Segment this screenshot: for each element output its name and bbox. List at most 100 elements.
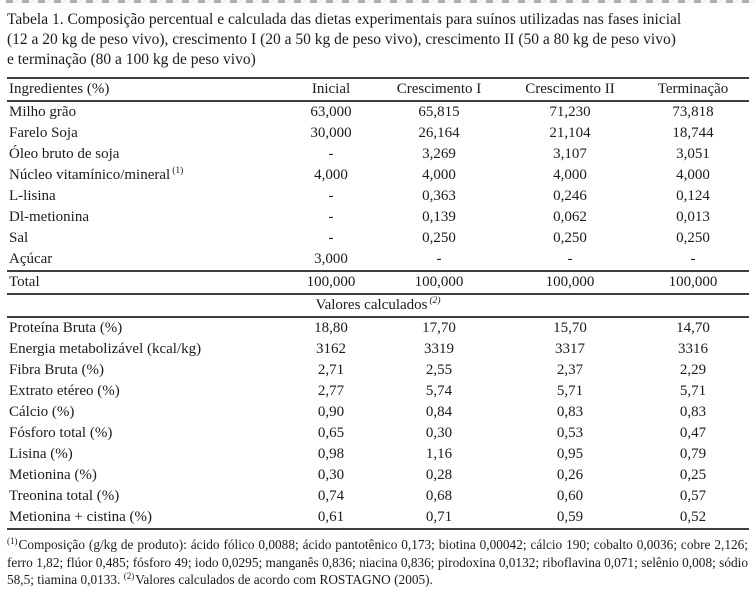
cell-value: 2,55 xyxy=(425,362,453,378)
cell-value: 65,815 xyxy=(375,101,503,123)
cell-value: 3162 xyxy=(316,341,346,357)
row-label: Proteína Bruta (%) xyxy=(9,320,123,336)
cell-value: 2,29 xyxy=(679,362,707,378)
diet-composition-table: Ingredientes (%) Inicial Crescimento I C… xyxy=(7,77,749,530)
cell-value: - xyxy=(690,251,696,267)
cell-value: 0,30 xyxy=(425,425,453,441)
cell-value: 63,000 xyxy=(287,101,375,123)
row-label: Milho grão xyxy=(9,104,77,120)
cell-value: 5,71 xyxy=(556,383,584,399)
column-header: Terminação xyxy=(637,78,749,101)
table-row: Núcleo vitamínico/mineral (1) 4,000 4,000… xyxy=(7,165,749,186)
cell-value: 0,363 xyxy=(422,188,456,204)
table-row: Extrato etéreo (%) 2,77 5,74 5,71 5,71 xyxy=(7,381,749,402)
table-row: Sal - 0,250 0,250 0,250 xyxy=(7,228,749,249)
footnote-marker: (1) xyxy=(7,535,18,546)
table-row: Metionina (%) 0,30 0,28 0,26 0,25 xyxy=(7,465,749,486)
footnote-marker: (2) xyxy=(123,570,135,581)
column-header: Crescimento II xyxy=(503,78,637,101)
cell-value: 0,26 xyxy=(556,467,584,483)
cell-value: 0,95 xyxy=(556,446,584,462)
footnote-text: Composição (g/kg de produto): ácido fóli… xyxy=(7,537,748,587)
cell-value: - xyxy=(328,146,334,162)
scan-edge-artifact xyxy=(6,0,754,3)
cell-value: 0,79 xyxy=(679,446,707,462)
cell-value: 1,16 xyxy=(425,446,453,462)
row-label: Fósforo total (%) xyxy=(9,425,113,441)
cell-value: 0,57 xyxy=(679,488,707,504)
cell-value: 0,53 xyxy=(556,425,584,441)
section-header: Valores calculados (2) xyxy=(315,296,441,313)
cell-value: - xyxy=(328,209,334,225)
row-label: Açúcar xyxy=(9,251,53,267)
caption-line: (12 a 20 kg de peso vivo), crescimento I… xyxy=(7,31,676,48)
cell-value: 21,104 xyxy=(549,125,591,141)
table-row: Treonina total (%) 0,74 0,68 0,60 0,57 xyxy=(7,486,749,507)
table-row: Milho grão 63,000 65,815 71,230 73,818 xyxy=(7,101,749,123)
cell-value: 0,25 xyxy=(679,467,707,483)
row-label: Óleo bruto de soja xyxy=(9,146,120,162)
cell-value: 0,47 xyxy=(679,425,707,441)
row-label: Sal xyxy=(9,230,29,246)
cell-value: 3317 xyxy=(555,341,585,357)
cell-value: 100,000 xyxy=(503,271,637,294)
cell-value: 3319 xyxy=(424,341,454,357)
section-header-row: Valores calculados (2) xyxy=(7,294,749,317)
cell-value: 3,000 xyxy=(314,251,348,267)
table-row: Açúcar 3,000 - - - xyxy=(7,249,749,271)
cell-value: 0,74 xyxy=(317,488,345,504)
cell-value: 0,98 xyxy=(317,446,345,462)
cell-value: 0,124 xyxy=(676,188,710,204)
cell-value: 17,70 xyxy=(375,317,503,339)
table-row: Fibra Bruta (%) 2,71 2,55 2,37 2,29 xyxy=(7,360,749,381)
cell-value: 0,83 xyxy=(556,404,584,420)
cell-value: 0,90 xyxy=(317,404,345,420)
cell-value: 0,30 xyxy=(317,467,345,483)
cell-value: 73,818 xyxy=(637,101,749,123)
cell-value: 14,70 xyxy=(637,317,749,339)
row-label: Núcleo vitamínico/mineral (1) xyxy=(9,166,184,183)
cell-value: - xyxy=(328,188,334,204)
cell-value: 15,70 xyxy=(503,317,637,339)
cell-value: 2,71 xyxy=(317,362,345,378)
table-footnote: (1)Composição (g/kg de produto): ácido f… xyxy=(7,536,748,589)
cell-value: 0,250 xyxy=(422,230,456,246)
row-label: Metionina + cistina (%) xyxy=(9,509,153,525)
cell-value: 100,000 xyxy=(637,271,749,294)
table-row: Cálcio (%) 0,90 0,84 0,83 0,83 xyxy=(7,402,749,423)
cell-value: 0,246 xyxy=(553,188,587,204)
table-row: Óleo bruto de soja - 3,269 3,107 3,051 xyxy=(7,144,749,165)
cell-value: 5,74 xyxy=(425,383,453,399)
cell-value: 0,52 xyxy=(637,507,749,529)
cell-value: - xyxy=(567,251,573,267)
cell-value: 0,062 xyxy=(553,209,587,225)
total-row: Total 100,000 100,000 100,000 100,000 xyxy=(7,271,749,294)
cell-value: 0,250 xyxy=(676,230,710,246)
row-label: Lisina (%) xyxy=(9,446,73,462)
cell-value: 4,000 xyxy=(422,167,456,183)
footnote-text: Valores calculados de acordo com ROSTAGN… xyxy=(135,572,433,587)
cell-value: 0,71 xyxy=(375,507,503,529)
cell-value: 26,164 xyxy=(418,125,460,141)
row-label: Cálcio (%) xyxy=(9,404,75,420)
row-label: L-lisina xyxy=(9,188,56,204)
cell-value: 18,744 xyxy=(672,125,714,141)
cell-value: 0,84 xyxy=(425,404,453,420)
cell-value: 0,68 xyxy=(425,488,453,504)
table-row: Dl-metionina - 0,139 0,062 0,013 xyxy=(7,207,749,228)
cell-value: 30,000 xyxy=(310,125,352,141)
column-header: Ingredientes (%) xyxy=(9,81,110,97)
table-caption: Tabela 1. Composição percentual e calcul… xyxy=(7,10,748,70)
cell-value: 3316 xyxy=(678,341,708,357)
table-row: Fósforo total (%) 0,65 0,30 0,53 0,47 xyxy=(7,423,749,444)
table-row: Proteína Bruta (%) 18,80 17,70 15,70 14,… xyxy=(7,317,749,339)
row-label: Extrato etéreo (%) xyxy=(9,383,120,399)
row-label: Dl-metionina xyxy=(9,209,89,225)
cell-value: 0,61 xyxy=(287,507,375,529)
cell-value: 100,000 xyxy=(287,271,375,294)
row-label: Energia metabolizável (kcal/kg) xyxy=(9,341,202,357)
cell-value: 5,71 xyxy=(679,383,707,399)
cell-value: 18,80 xyxy=(287,317,375,339)
table-row: L-lisina - 0,363 0,246 0,124 xyxy=(7,186,749,207)
